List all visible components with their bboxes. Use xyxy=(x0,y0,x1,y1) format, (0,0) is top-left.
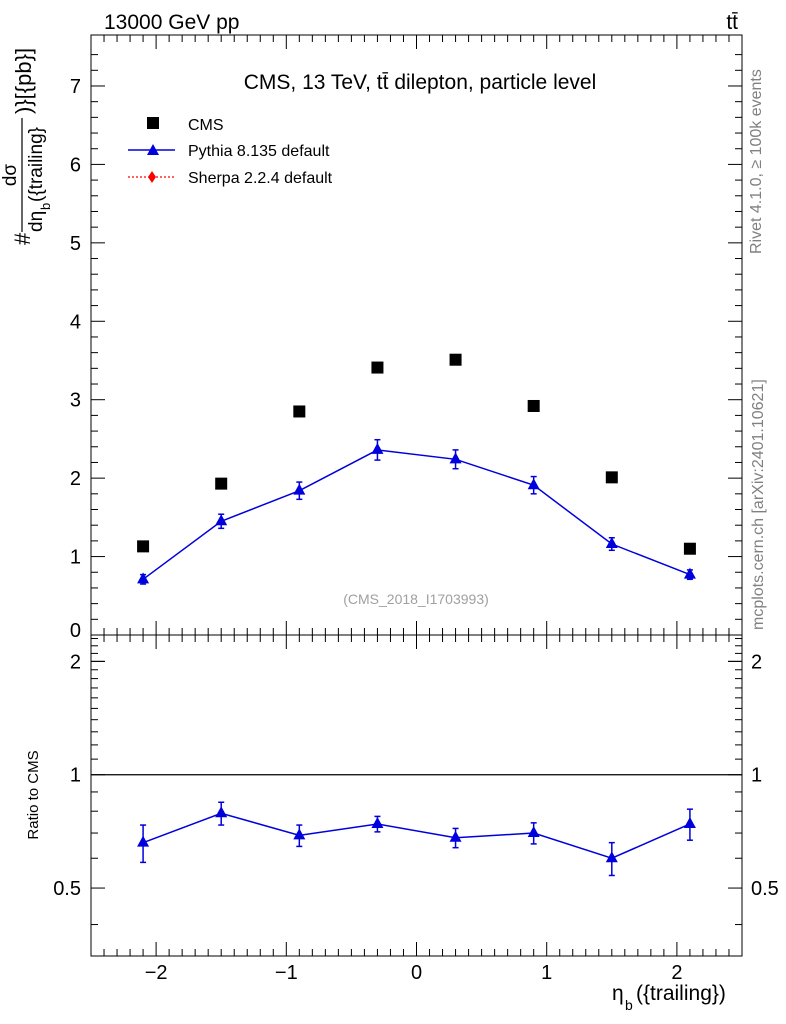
y-label-hash: # xyxy=(10,232,35,245)
ratio-y-tick-label: 0.5 xyxy=(53,878,81,900)
x-tick-label: −2 xyxy=(145,962,168,984)
main-y-tick-label: 6 xyxy=(70,154,81,176)
main-y-tick-label: 0 xyxy=(70,620,81,642)
pythia-point xyxy=(449,452,462,464)
ratio-axis-ticks xyxy=(91,635,742,956)
ratio-x-tick-labels: −2 −1 0 1 2 xyxy=(145,962,683,984)
x-label-text: ({trailing}) xyxy=(636,982,726,1005)
cms-point xyxy=(371,361,384,374)
ratio-y-tick-label-right: 1 xyxy=(751,765,762,787)
main-y-tick-label: 3 xyxy=(70,390,81,412)
legend-cms-label: CMS xyxy=(188,117,224,134)
ratio-series-layer xyxy=(137,801,696,877)
ratio-y-tick-label-right: 2 xyxy=(751,651,762,673)
analysis-watermark: (CMS_2018_I1703993) xyxy=(343,591,489,607)
legend-sherpa-label: Sherpa 2.2.4 default xyxy=(188,170,333,187)
ratio-pythia-point xyxy=(605,851,618,863)
y-label-unit: )}[{pb}] xyxy=(11,48,36,114)
ratio-panel: 0.5 0.5 1 1 2 2 −2 −1 0 1 2 Ratio to CMS xyxy=(25,634,779,984)
x-axis-label: η b ({trailing}) xyxy=(612,982,726,1013)
main-series-layer xyxy=(137,353,696,585)
ratio-pythia-point xyxy=(293,828,306,840)
ratio-pythia-point xyxy=(527,826,540,838)
x-label-subscript: b xyxy=(625,997,633,1013)
legend-sherpa-marker xyxy=(148,171,156,183)
cms-point xyxy=(215,477,228,490)
ratio-y-axis-label: Ratio to CMS xyxy=(25,750,42,839)
main-panel: 0 1 2 3 4 5 6 7 CMS, 13 TeV, tt̄ dilepton, part… xyxy=(70,34,743,642)
y-label-den-rest: ({trailing} xyxy=(26,127,47,202)
main-y-tick-label: 1 xyxy=(70,547,81,569)
cms-point xyxy=(605,471,618,484)
cms-point xyxy=(449,353,462,366)
energy-label: 13000 GeV pp xyxy=(104,11,239,34)
main-axis-ticks xyxy=(91,35,742,636)
ratio-y-tick-label-right: 0.5 xyxy=(751,878,779,900)
ratio-y-tick-label: 2 xyxy=(70,651,81,673)
pythia-point xyxy=(605,537,618,549)
ratio-pythia-point xyxy=(449,830,462,842)
ratio-pythia-point xyxy=(371,816,384,828)
process-label: tt̄ xyxy=(726,11,738,34)
main-y-tick-label: 7 xyxy=(70,76,81,98)
x-label-eta: η xyxy=(612,982,624,1005)
pythia-point xyxy=(293,483,306,495)
x-tick-label: −1 xyxy=(275,962,298,984)
y-label-denominator: dη xyxy=(26,211,47,232)
ratio-pythia-point xyxy=(215,806,228,818)
cms-point xyxy=(293,405,306,418)
y-label-numerator: dσ xyxy=(0,164,21,187)
ratio-pythia-line xyxy=(142,812,691,860)
legend-pythia-marker xyxy=(147,144,159,155)
legend: CMS Pythia 8.135 default Sherpa 2.2.4 de… xyxy=(128,117,333,187)
main-y-tick-labels: 0 1 2 3 4 5 6 7 xyxy=(70,76,81,642)
chart-title: CMS, 13 TeV, tt̄ dilepton, particle leve… xyxy=(244,71,597,94)
x-tick-label: 0 xyxy=(411,962,422,984)
pythia-line xyxy=(142,449,691,580)
ratio-y-tick-label: 1 xyxy=(70,765,81,787)
cms-point xyxy=(137,540,150,553)
pythia-point xyxy=(683,567,696,579)
rivet-version-label: Rivet 4.1.0, ≥ 100k events xyxy=(748,69,765,254)
pythia-point xyxy=(215,514,228,526)
ratio-y-tick-labels: 0.5 0.5 1 1 2 2 xyxy=(53,651,779,900)
pythia-point xyxy=(137,572,150,584)
ratio-frame xyxy=(90,634,743,957)
cms-point xyxy=(527,399,540,412)
mcplots-label: mcplots.cern.ch [arXiv:2401.10621] xyxy=(750,379,767,630)
legend-pythia-label: Pythia 8.135 default xyxy=(188,143,330,160)
pythia-point xyxy=(371,442,384,454)
pythia-point xyxy=(527,478,540,490)
x-tick-label: 2 xyxy=(671,962,682,984)
main-y-tick-label: 4 xyxy=(70,311,81,333)
main-y-tick-label: 5 xyxy=(70,233,81,255)
ratio-pythia-point xyxy=(137,835,150,847)
legend-cms-marker xyxy=(147,117,159,129)
main-y-axis-label: # dσ dη b ({trailing} )}[{pb}] xyxy=(0,48,53,245)
cms-point xyxy=(683,542,696,555)
y-label-den-subscript: b xyxy=(38,203,53,210)
main-y-tick-label: 2 xyxy=(70,468,81,490)
x-tick-label: 1 xyxy=(541,962,552,984)
ratio-pythia-point xyxy=(683,816,696,828)
